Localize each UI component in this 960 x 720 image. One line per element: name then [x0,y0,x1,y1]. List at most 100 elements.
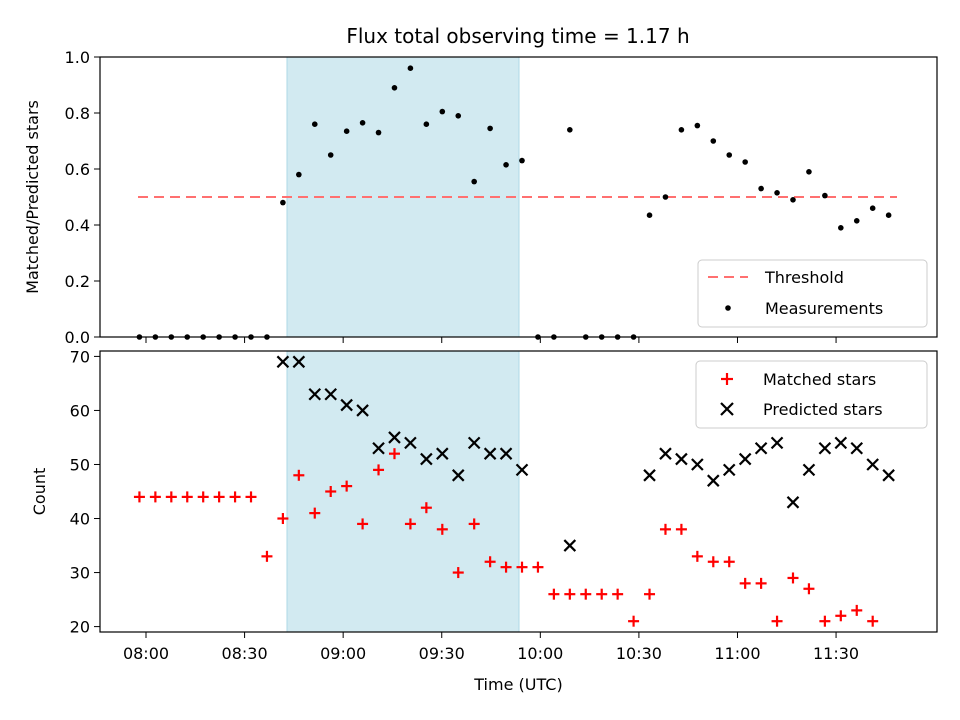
predicted-mark-b [738,452,752,466]
matched-point [707,556,719,568]
measurement-point [407,65,414,71]
matched-point [197,491,209,503]
matched-point [612,588,624,600]
matched-point [277,513,289,525]
predicted-point [308,387,322,401]
predicted-mark-b [675,452,688,466]
predicted-point [802,463,816,477]
matched-point [580,588,592,600]
predicted-mark-b [786,496,800,509]
matched-point [691,550,703,562]
y-tick-label: 70 [70,347,90,366]
predicted-point [356,404,369,417]
matched-point [548,588,560,600]
predicted-mark-b [722,463,736,477]
predicted-mark-b [451,469,465,482]
predicted-point [483,447,497,460]
matched-point [468,518,480,530]
measurement-point [439,108,446,115]
predicted-point [770,436,784,450]
measurement-point [423,121,430,127]
predicted-point [818,441,832,455]
predicted-mark-b [707,474,720,487]
matched-point [245,491,257,503]
predicted-point [738,452,752,466]
x-tick-label: 10:00 [517,644,563,663]
predicted-mark-b [356,404,369,417]
predicted-point [643,469,656,482]
predicted-mark-b [882,469,895,482]
measurement-point [790,197,796,203]
x-tick-label: 10:30 [616,644,662,663]
legend-predicted-swatch-b [720,402,734,416]
measurement-point [375,129,382,136]
predicted-mark-b [659,447,672,460]
predicted-point [436,447,449,460]
measurement-point [296,171,302,178]
legend: Matched stars Predicted stars [695,360,928,429]
matched-point [867,615,879,627]
measurement-point [646,212,653,218]
predicted-mark-b [308,387,322,401]
x-tick-label: 08:00 [123,644,169,663]
matched-point [500,561,512,573]
measurement-point [806,169,812,175]
predicted-point [563,539,577,552]
matched-point [596,588,608,600]
measurement-point [869,205,876,211]
predicted-point [388,431,401,444]
predicted-point [722,463,736,477]
x-tick-label: 11:00 [714,644,760,663]
x-tick-label: 09:30 [419,644,465,663]
matched-point [149,491,161,503]
matched-point [755,577,767,589]
predicted-mark-b [483,447,497,460]
matched-point [659,523,671,535]
x-tick-label: 08:30 [222,644,268,663]
predicted-point [324,387,337,401]
measurement-point [694,122,701,129]
legend-measurement-label: Measurements [765,299,883,318]
legend-measurement-swatch [725,305,731,311]
measurement-point [311,121,318,127]
matched-point [420,502,432,514]
y-tick-label: 0.0 [65,328,90,347]
measurement-point [774,190,780,196]
predicted-point [754,441,768,455]
predicted-point [340,398,353,412]
matched-point [229,491,241,503]
matched-point [261,550,273,562]
predicted-point [882,469,895,482]
predicted-point [707,474,720,487]
predicted-point [659,447,672,460]
predicted-point [499,447,513,460]
measurement-point [455,113,462,119]
axes-frame [99,56,938,338]
matched-point [516,561,528,573]
predicted-point [675,452,688,466]
matched-point [564,588,576,600]
measurement-point [391,85,398,91]
matched-point [181,491,193,503]
predicted-mark-b [388,431,401,444]
y-tick-label: 1.0 [65,48,90,67]
matched-point [341,480,353,492]
matched-point [644,588,656,600]
y-tick-label: 40 [70,510,90,529]
measurement-point [726,152,733,158]
predicted-point [467,436,481,450]
y-tick-label: 60 [70,401,90,420]
matched-point [165,491,177,503]
predicted-point [451,469,465,482]
matched-point [819,615,831,627]
matched-point [452,567,464,579]
matched-point [532,561,544,573]
predicted-mark-b [420,452,433,466]
predicted-mark-b [770,436,784,450]
measurement-point [519,157,525,164]
predicted-mark-b [754,441,768,455]
shaded-region [286,350,520,633]
predicted-mark-b [850,441,864,455]
chart-title: Flux total observing time = 1.17 h [346,24,689,48]
panel-1: 0.0 0.2 0.4 0.6 0.8 1.0 Matched/Predicted star… [23,48,938,347]
